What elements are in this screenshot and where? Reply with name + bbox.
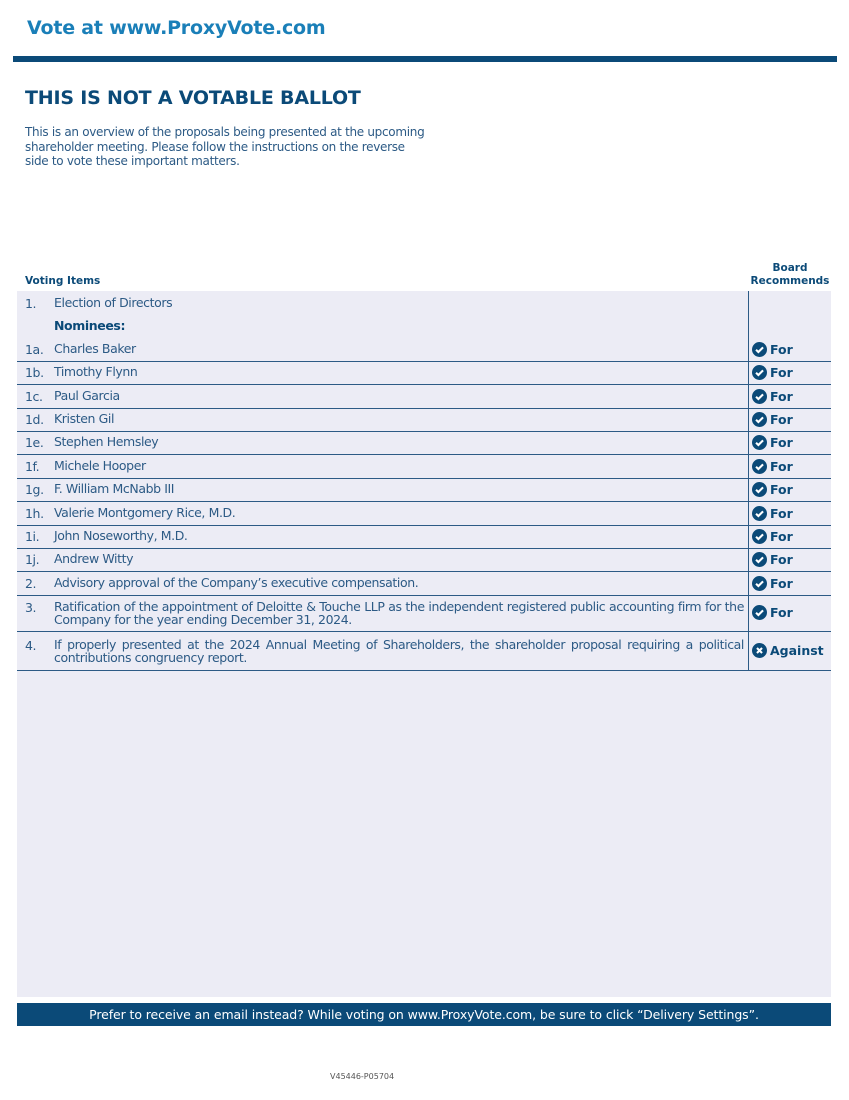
item-number: 4.	[25, 638, 37, 653]
voting-item-row: Nominees:	[17, 315, 831, 338]
recommendation: For	[752, 341, 793, 357]
item-text: Charles Baker	[54, 341, 136, 356]
recommendation-label: Against	[770, 643, 824, 658]
voting-item-row: 1d. Kristen Gil For	[17, 408, 831, 432]
recommendation-label: For	[770, 505, 793, 521]
item-number: 1e.	[25, 435, 44, 450]
recommendation: For	[752, 388, 793, 404]
voting-item-row: 1g. F. William McNabb III For	[17, 478, 831, 502]
check-circle-icon	[752, 364, 767, 380]
item-text: Paul Garcia	[54, 388, 120, 403]
page-title: THIS IS NOT A VOTABLE BALLOT	[25, 87, 361, 109]
board-recommends-header: Board Recommends	[750, 262, 830, 287]
recommendation-label: For	[770, 528, 793, 544]
recommendation-label: For	[770, 458, 793, 474]
item-number: 1h.	[25, 506, 44, 521]
voting-items-header: Voting Items	[25, 275, 101, 287]
voting-item-row: 2. Advisory approval of the Company’s exe…	[17, 572, 831, 596]
recommendation-label: For	[770, 411, 793, 427]
recommendation: For	[752, 411, 793, 427]
item-number: 1d.	[25, 412, 44, 427]
vote-at-link[interactable]: Vote at www.ProxyVote.com	[27, 17, 326, 39]
item-number: 2.	[25, 576, 37, 591]
check-circle-icon	[752, 434, 767, 450]
item-text: If properly presented at the 2024 Annual…	[54, 637, 744, 665]
recommendation: For	[752, 528, 793, 544]
item-number: 1j.	[25, 552, 40, 567]
check-circle-icon	[752, 388, 767, 404]
item-text: Nominees:	[54, 318, 126, 333]
item-text: John Noseworthy, M.D.	[54, 528, 188, 543]
recommendation-label: For	[770, 388, 793, 404]
item-text: Advisory approval of the Company’s execu…	[54, 575, 419, 590]
voting-item-row: 1e. Stephen Hemsley For	[17, 431, 831, 455]
check-circle-icon	[752, 481, 767, 497]
item-text: Election of Directors	[54, 295, 173, 310]
voting-item-row: 1b. Timothy Flynn For	[17, 361, 831, 385]
check-circle-icon	[752, 505, 767, 521]
item-number: 1.	[25, 296, 37, 311]
item-text: Timothy Flynn	[54, 364, 138, 379]
voting-item-row: 3. Ratification of the appointment of Del…	[17, 595, 831, 632]
recommendation-label: For	[770, 605, 793, 620]
recommendation-label: For	[770, 434, 793, 450]
item-text: Stephen Hemsley	[54, 434, 159, 449]
recommendation-label: For	[770, 364, 793, 380]
recommendation-label: For	[770, 341, 793, 357]
item-number: 1c.	[25, 389, 43, 404]
voting-item-row: 1. Election of Directors	[17, 292, 831, 315]
check-circle-icon	[752, 528, 767, 544]
check-circle-icon	[752, 458, 767, 474]
item-text: Andrew Witty	[54, 551, 134, 566]
item-text: Valerie Montgomery Rice, M.D.	[54, 505, 236, 520]
intro-text: This is an overview of the proposals bei…	[25, 125, 425, 168]
check-circle-icon	[752, 551, 767, 567]
voting-item-row: 4. If properly presented at the 2024 Annu…	[17, 632, 831, 671]
voting-item-row: 1a. Charles Baker For	[17, 338, 831, 362]
recommendation: For	[752, 458, 793, 474]
header-divider	[13, 56, 837, 62]
recommendation: For	[752, 551, 793, 567]
voting-item-row: 1j. Andrew Witty For	[17, 548, 831, 572]
item-text: Michele Hooper	[54, 458, 146, 473]
recommendation: For	[752, 364, 793, 380]
item-number: 1b.	[25, 365, 44, 380]
recommendation: Against	[752, 643, 824, 658]
recommendation: For	[752, 434, 793, 450]
recommendation: For	[752, 505, 793, 521]
check-circle-icon	[752, 575, 767, 591]
voting-item-row: 1h. Valerie Montgomery Rice, M.D. For	[17, 502, 831, 526]
column-divider	[748, 291, 749, 670]
recommendation-label: For	[770, 481, 793, 497]
item-number: 1i.	[25, 529, 40, 544]
item-number: 1f.	[25, 459, 40, 474]
recommendation-label: For	[770, 551, 793, 567]
item-number: 1g.	[25, 482, 44, 497]
document-code: V45446-P05704	[330, 1072, 395, 1081]
voting-item-row: 1f. Michele Hooper For	[17, 455, 831, 479]
recommendation: For	[752, 605, 793, 620]
item-text: Ratification of the appointment of Deloi…	[54, 599, 744, 627]
recommendation-label: For	[770, 575, 793, 591]
check-circle-icon	[752, 341, 767, 357]
check-circle-icon	[752, 411, 767, 427]
voting-item-row: 1i. John Noseworthy, M.D. For	[17, 525, 831, 549]
item-text: F. William McNabb III	[54, 481, 175, 496]
voting-item-row: 1c. Paul Garcia For	[17, 385, 831, 409]
item-text: Kristen Gil	[54, 411, 115, 426]
x-circle-icon	[752, 643, 767, 658]
check-circle-icon	[752, 605, 767, 620]
delivery-settings-banner: Prefer to receive an email instead? Whil…	[17, 1003, 831, 1026]
recommendation: For	[752, 481, 793, 497]
item-number: 3.	[25, 600, 37, 615]
item-number: 1a.	[25, 342, 44, 357]
recommendation: For	[752, 575, 793, 591]
